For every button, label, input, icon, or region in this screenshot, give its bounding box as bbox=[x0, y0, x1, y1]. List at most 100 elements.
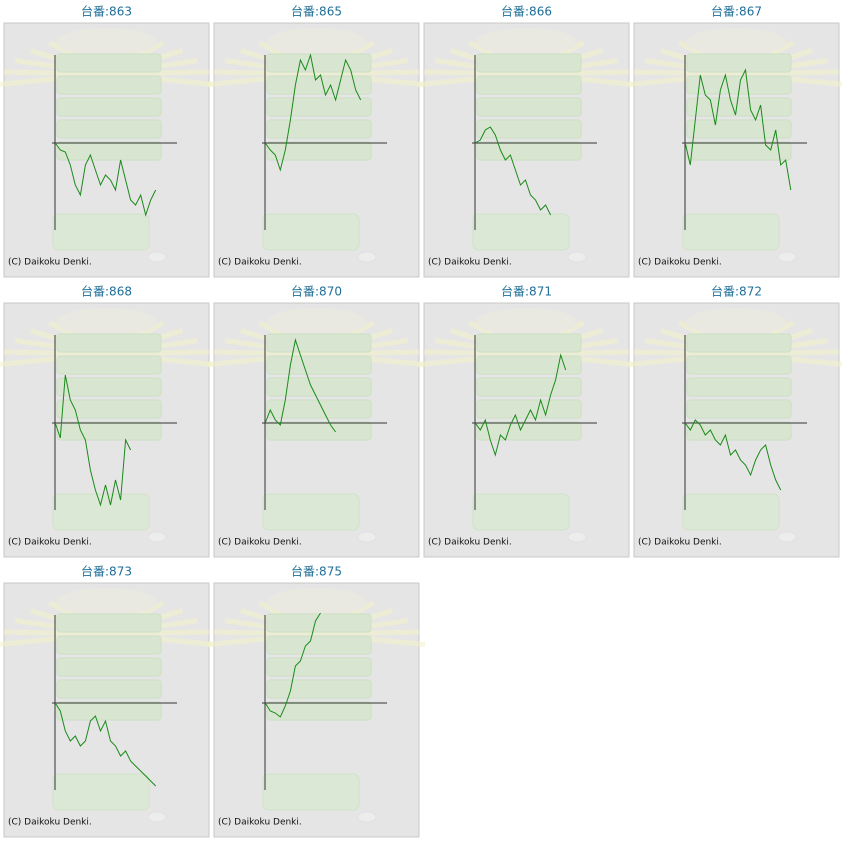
crowd bbox=[266, 28, 367, 56]
box bbox=[476, 75, 582, 95]
box bbox=[266, 355, 372, 375]
background-art bbox=[417, 28, 636, 263]
box bbox=[266, 141, 372, 161]
copyright: (C) Daikoku Denki. bbox=[638, 538, 722, 548]
panel-title: 台番:875 bbox=[291, 564, 342, 579]
box bbox=[266, 613, 372, 633]
background-art bbox=[207, 28, 426, 263]
box bbox=[476, 119, 582, 139]
box bbox=[476, 355, 582, 375]
box bbox=[266, 399, 372, 419]
coin bbox=[357, 531, 377, 543]
box bbox=[56, 679, 162, 699]
coin bbox=[357, 251, 377, 263]
panel-title: 台番:870 bbox=[291, 284, 342, 299]
copyright: (C) Daikoku Denki. bbox=[8, 538, 92, 548]
coin bbox=[147, 811, 167, 823]
box bbox=[686, 333, 792, 353]
tray bbox=[52, 493, 150, 531]
box bbox=[476, 399, 582, 419]
copyright: (C) Daikoku Denki. bbox=[218, 538, 302, 548]
box bbox=[266, 635, 372, 655]
box bbox=[476, 53, 582, 73]
box bbox=[266, 657, 372, 677]
box bbox=[686, 377, 792, 397]
box bbox=[266, 701, 372, 721]
coin bbox=[147, 251, 167, 263]
crowd bbox=[476, 28, 577, 56]
box bbox=[686, 399, 792, 419]
data-line bbox=[264, 53, 362, 172]
coin bbox=[777, 531, 797, 543]
background-art bbox=[0, 28, 216, 263]
box bbox=[56, 53, 162, 73]
box bbox=[686, 421, 792, 441]
crowd bbox=[476, 308, 577, 336]
background-art bbox=[627, 308, 842, 543]
tray bbox=[52, 213, 150, 251]
panel-title: 台番:865 bbox=[291, 4, 342, 19]
tray bbox=[52, 773, 150, 811]
panel-title: 台番:867 bbox=[711, 4, 762, 19]
box bbox=[266, 97, 372, 117]
box bbox=[266, 75, 372, 95]
box bbox=[686, 119, 792, 139]
box bbox=[476, 141, 582, 161]
data-line bbox=[474, 126, 552, 216]
data-line bbox=[264, 338, 337, 433]
box bbox=[266, 377, 372, 397]
coin bbox=[147, 531, 167, 543]
data-line bbox=[54, 374, 132, 507]
background-art bbox=[207, 588, 426, 823]
box bbox=[266, 53, 372, 73]
data-line bbox=[474, 353, 567, 457]
copyright: (C) Daikoku Denki. bbox=[8, 818, 92, 828]
panel-title: 台番:871 bbox=[501, 284, 552, 299]
crowd bbox=[56, 308, 157, 336]
panel-title: 台番:872 bbox=[711, 284, 762, 299]
panel-title: 台番:873 bbox=[81, 564, 132, 579]
panel-title: 台番:868 bbox=[81, 284, 132, 299]
copyright: (C) Daikoku Denki. bbox=[218, 258, 302, 268]
box bbox=[266, 333, 372, 353]
coin bbox=[777, 251, 797, 263]
box bbox=[56, 75, 162, 95]
background-art bbox=[0, 308, 216, 543]
box bbox=[56, 333, 162, 353]
tray bbox=[682, 493, 780, 531]
copyright: (C) Daikoku Denki. bbox=[428, 258, 512, 268]
box bbox=[686, 97, 792, 117]
data-line bbox=[684, 68, 792, 191]
box bbox=[476, 377, 582, 397]
box bbox=[56, 421, 162, 441]
box bbox=[476, 97, 582, 117]
crowd bbox=[56, 588, 157, 616]
crowd bbox=[56, 28, 157, 56]
box bbox=[56, 119, 162, 139]
box bbox=[476, 333, 582, 353]
box bbox=[56, 141, 162, 161]
box bbox=[56, 635, 162, 655]
box bbox=[56, 377, 162, 397]
box bbox=[686, 53, 792, 73]
coin bbox=[567, 251, 587, 263]
box bbox=[56, 701, 162, 721]
box bbox=[266, 119, 372, 139]
crowd bbox=[266, 588, 367, 616]
crowd bbox=[686, 28, 787, 56]
box bbox=[56, 399, 162, 419]
tray bbox=[262, 493, 360, 531]
panel-title: 台番:866 bbox=[501, 4, 552, 19]
coin bbox=[567, 531, 587, 543]
copyright: (C) Daikoku Denki. bbox=[638, 258, 722, 268]
tray bbox=[682, 213, 780, 251]
background-art bbox=[0, 588, 216, 823]
copyright: (C) Daikoku Denki. bbox=[8, 258, 92, 268]
data-line bbox=[54, 142, 157, 217]
box bbox=[56, 355, 162, 375]
coin bbox=[357, 811, 377, 823]
copyright: (C) Daikoku Denki. bbox=[428, 538, 512, 548]
data-line bbox=[264, 612, 321, 718]
